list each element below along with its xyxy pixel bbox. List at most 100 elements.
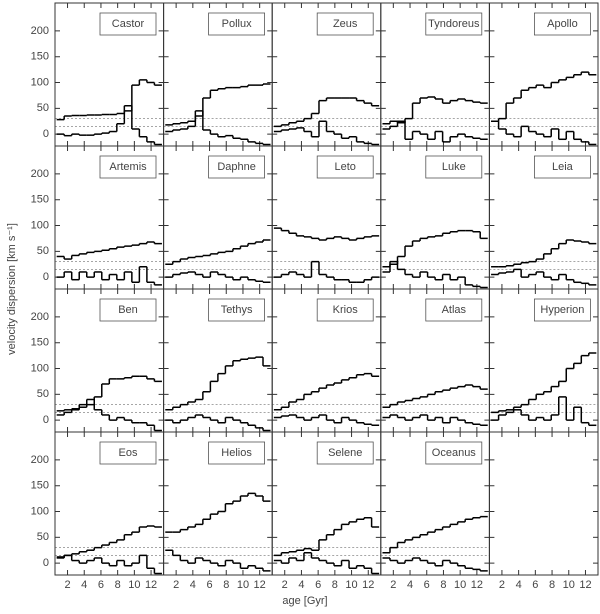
y-tick-label: 150	[31, 337, 49, 349]
x-tick-label: 10	[128, 579, 140, 591]
title-box	[534, 12, 591, 36]
title-box	[425, 441, 483, 465]
panel-title: Oceanus	[432, 447, 477, 459]
y-axis-label: velocity dispersion [km s⁻¹]	[6, 223, 18, 355]
y-tick-label: 50	[37, 102, 49, 114]
title-box	[316, 155, 374, 179]
x-tick-label: 8	[332, 579, 338, 591]
x-tick-label: 2	[499, 579, 505, 591]
panel-title: Krios	[333, 304, 359, 316]
x-tick-label: 2	[64, 579, 70, 591]
panel	[272, 3, 381, 146]
x-tick-label: 4	[298, 579, 304, 591]
x-tick-label: 4	[81, 579, 87, 591]
panel-title: Artemis	[109, 161, 147, 173]
y-tick-label: 50	[37, 245, 49, 257]
panel	[55, 432, 164, 575]
y-tick-label: 150	[31, 480, 49, 492]
x-tick-label: 2	[390, 579, 396, 591]
x-tick-label: 12	[579, 579, 591, 591]
title-box	[208, 441, 266, 465]
panel-title: Tyndoreus	[428, 18, 480, 30]
panel	[489, 146, 598, 289]
x-tick-label: 6	[424, 579, 430, 591]
y-tick-label: 150	[31, 51, 49, 63]
y-tick-label: 200	[31, 311, 49, 323]
title-box	[208, 155, 266, 179]
x-tick-label: 12	[254, 579, 266, 591]
panel-title: Ben	[118, 304, 138, 316]
panel-title: Pollux	[222, 18, 252, 30]
x-tick-label: 12	[362, 579, 374, 591]
panel-title: Leia	[552, 161, 574, 173]
x-tick-label: 4	[407, 579, 413, 591]
x-tick-label: 8	[223, 579, 229, 591]
y-tick-label: 100	[31, 219, 49, 231]
title-box	[425, 298, 483, 322]
y-tick-label: 200	[31, 168, 49, 180]
panel	[163, 289, 273, 432]
panel	[272, 432, 381, 575]
title-box	[99, 298, 157, 322]
x-tick-label: 6	[206, 579, 212, 591]
title-box	[316, 441, 374, 465]
panel-title: Atlas	[442, 304, 467, 316]
x-tick-label: 6	[532, 579, 538, 591]
y-tick-label: 100	[31, 76, 49, 88]
panel-title: Eos	[119, 447, 138, 459]
x-tick-label: 8	[115, 579, 121, 591]
panel-title: Castor	[112, 18, 145, 30]
x-tick-label: 8	[440, 579, 446, 591]
y-tick-label: 200	[31, 25, 49, 37]
panel	[163, 3, 273, 146]
y-tick-label: 0	[43, 128, 49, 140]
x-tick-label: 2	[282, 579, 288, 591]
title-box	[208, 298, 266, 322]
panel-title: Selene	[328, 447, 362, 459]
panel-frame	[488, 431, 599, 576]
panel	[55, 146, 164, 289]
panel-title: Zeus	[333, 18, 358, 30]
y-tick-label: 0	[43, 414, 49, 426]
panel	[380, 3, 490, 146]
panel	[55, 289, 164, 432]
title-box	[208, 12, 266, 36]
x-tick-label: 10	[454, 579, 466, 591]
title-box	[99, 12, 157, 36]
panel-title: Tethys	[221, 304, 253, 316]
x-tick-label: 4	[516, 579, 522, 591]
x-tick-label: 12	[471, 579, 483, 591]
panel	[380, 146, 490, 289]
x-tick-label: 2	[173, 579, 179, 591]
title-box	[425, 155, 483, 179]
panel	[272, 289, 381, 432]
y-tick-label: 0	[43, 557, 49, 569]
title-box	[99, 441, 157, 465]
panel	[55, 3, 164, 146]
panel-title: Leto	[334, 161, 355, 173]
title-box	[534, 298, 591, 322]
x-tick-label: 12	[145, 579, 157, 591]
panel-title: Luke	[442, 161, 466, 173]
y-tick-label: 150	[31, 194, 49, 206]
panel	[163, 146, 273, 289]
x-tick-label: 10	[345, 579, 357, 591]
x-tick-label: 6	[315, 579, 321, 591]
panel-title: Hyperion	[540, 304, 584, 316]
y-tick-label: 100	[31, 362, 49, 374]
y-tick-label: 200	[31, 454, 49, 466]
title-box	[534, 155, 591, 179]
x-tick-label: 8	[549, 579, 555, 591]
x-tick-label: 10	[563, 579, 575, 591]
panel-title: Apollo	[547, 18, 578, 30]
y-tick-label: 0	[43, 271, 49, 283]
panel	[380, 289, 490, 432]
y-tick-label: 50	[37, 388, 49, 400]
title-box	[316, 12, 374, 36]
y-tick-label: 100	[31, 505, 49, 517]
title-box	[99, 155, 157, 179]
title-box	[316, 298, 374, 322]
x-axis-label: age [Gyr]	[282, 595, 327, 607]
panel	[272, 146, 381, 289]
